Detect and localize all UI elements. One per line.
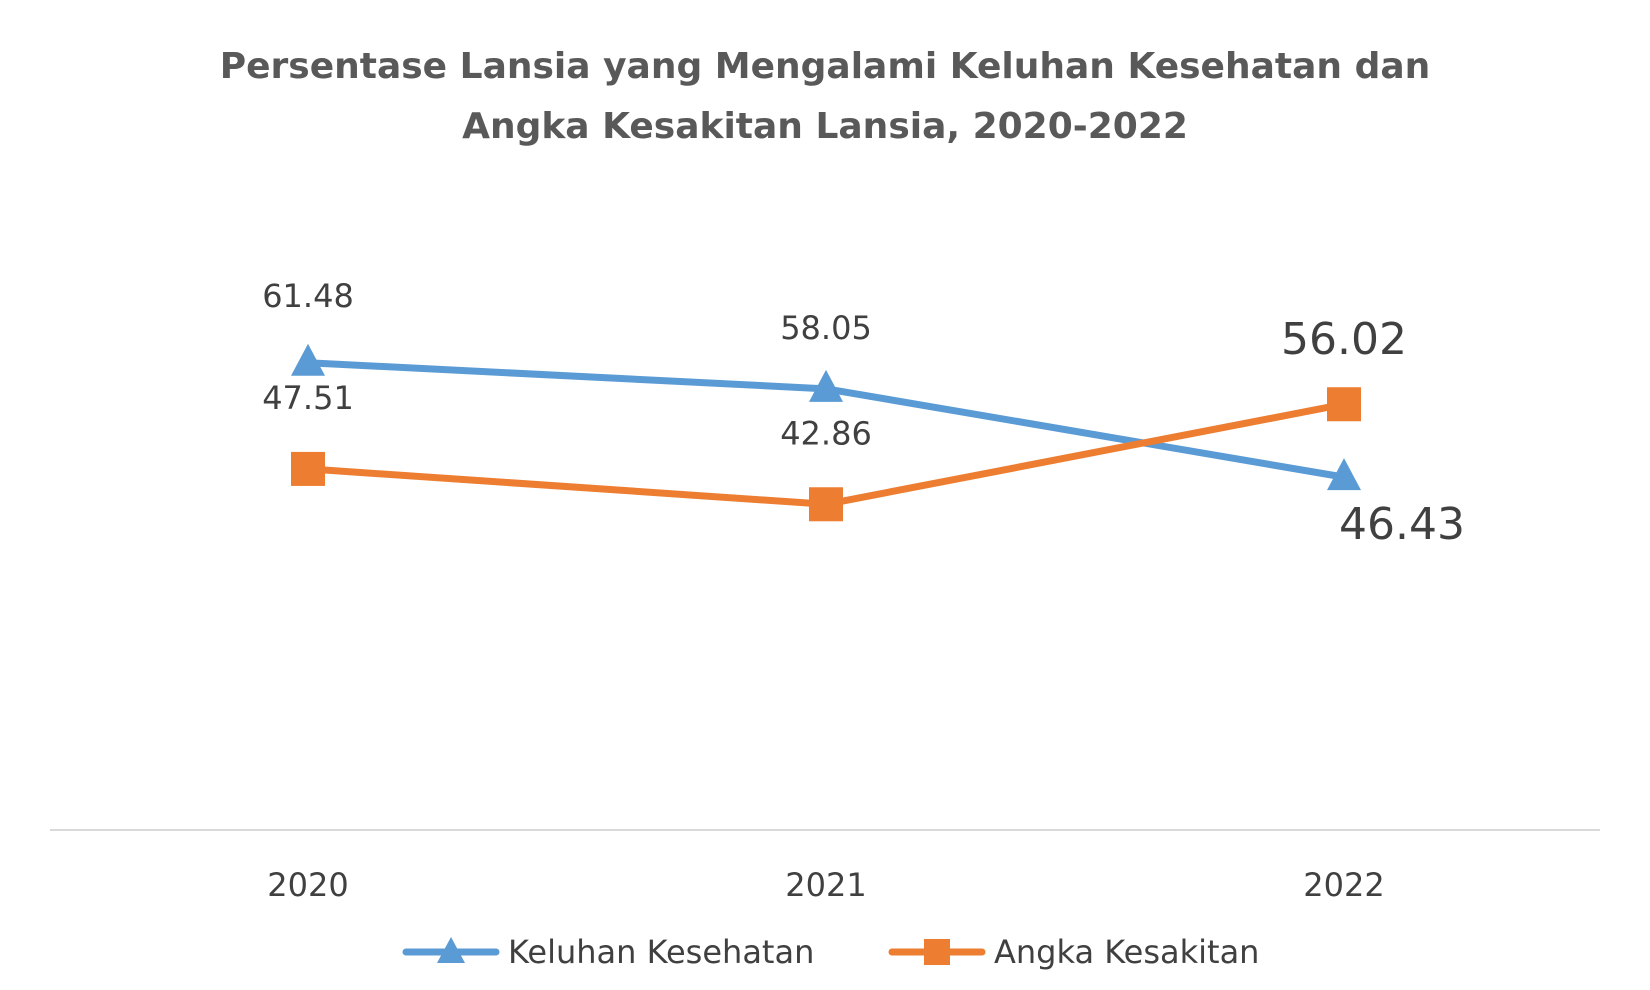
x-tick-label-2020: 2020 bbox=[267, 866, 348, 904]
series-angka-kesakitan: 47.51 42.86 56.02 bbox=[262, 314, 1407, 522]
data-label-angka-kesakitan-2020: 47.51 bbox=[262, 379, 354, 417]
x-tick-label-2021: 2021 bbox=[785, 866, 866, 904]
data-point-keluhan-kesehatan-2021 bbox=[809, 369, 843, 402]
chart-title-line-2: Angka Kesakitan Lansia, 2020-2022 bbox=[462, 106, 1188, 147]
data-label-angka-kesakitan-2022: 56.02 bbox=[1281, 314, 1407, 365]
series-layer: 61.48 58.05 46.43 47.51 42.86 56.02 bbox=[262, 277, 1465, 550]
x-tick-label-2022: 2022 bbox=[1303, 866, 1384, 904]
data-label-keluhan-kesehatan-2020: 61.48 bbox=[262, 277, 354, 315]
data-label-keluhan-kesehatan-2021: 58.05 bbox=[780, 309, 872, 347]
x-tick-labels: 2020 2021 2022 bbox=[267, 866, 1384, 904]
chart-title-line-1: Persentase Lansia yang Mengalami Keluhan… bbox=[220, 46, 1431, 87]
legend-marker-angka-kesakitan bbox=[924, 939, 950, 965]
legend-item-keluhan-kesehatan: Keluhan Kesehatan bbox=[402, 933, 814, 971]
legend-label-keluhan-kesehatan: Keluhan Kesehatan bbox=[508, 933, 814, 971]
data-point-keluhan-kesehatan-2022 bbox=[1327, 458, 1361, 491]
data-label-keluhan-kesehatan-2022: 46.43 bbox=[1339, 499, 1465, 550]
legend-marker-keluhan-kesehatan bbox=[437, 937, 465, 963]
data-label-angka-kesakitan-2021: 42.86 bbox=[780, 414, 872, 452]
legend: Keluhan Kesehatan Angka Kesakitan bbox=[402, 933, 1259, 971]
data-point-angka-kesakitan-2020 bbox=[291, 451, 325, 486]
series-keluhan-kesehatan: 61.48 58.05 46.43 bbox=[262, 277, 1465, 550]
legend-item-angka-kesakitan: Angka Kesakitan bbox=[888, 933, 1259, 971]
data-point-angka-kesakitan-2022 bbox=[1327, 387, 1361, 422]
legend-label-angka-kesakitan: Angka Kesakitan bbox=[994, 933, 1259, 971]
data-point-angka-kesakitan-2021 bbox=[809, 487, 843, 522]
data-point-keluhan-kesehatan-2020 bbox=[291, 343, 325, 376]
